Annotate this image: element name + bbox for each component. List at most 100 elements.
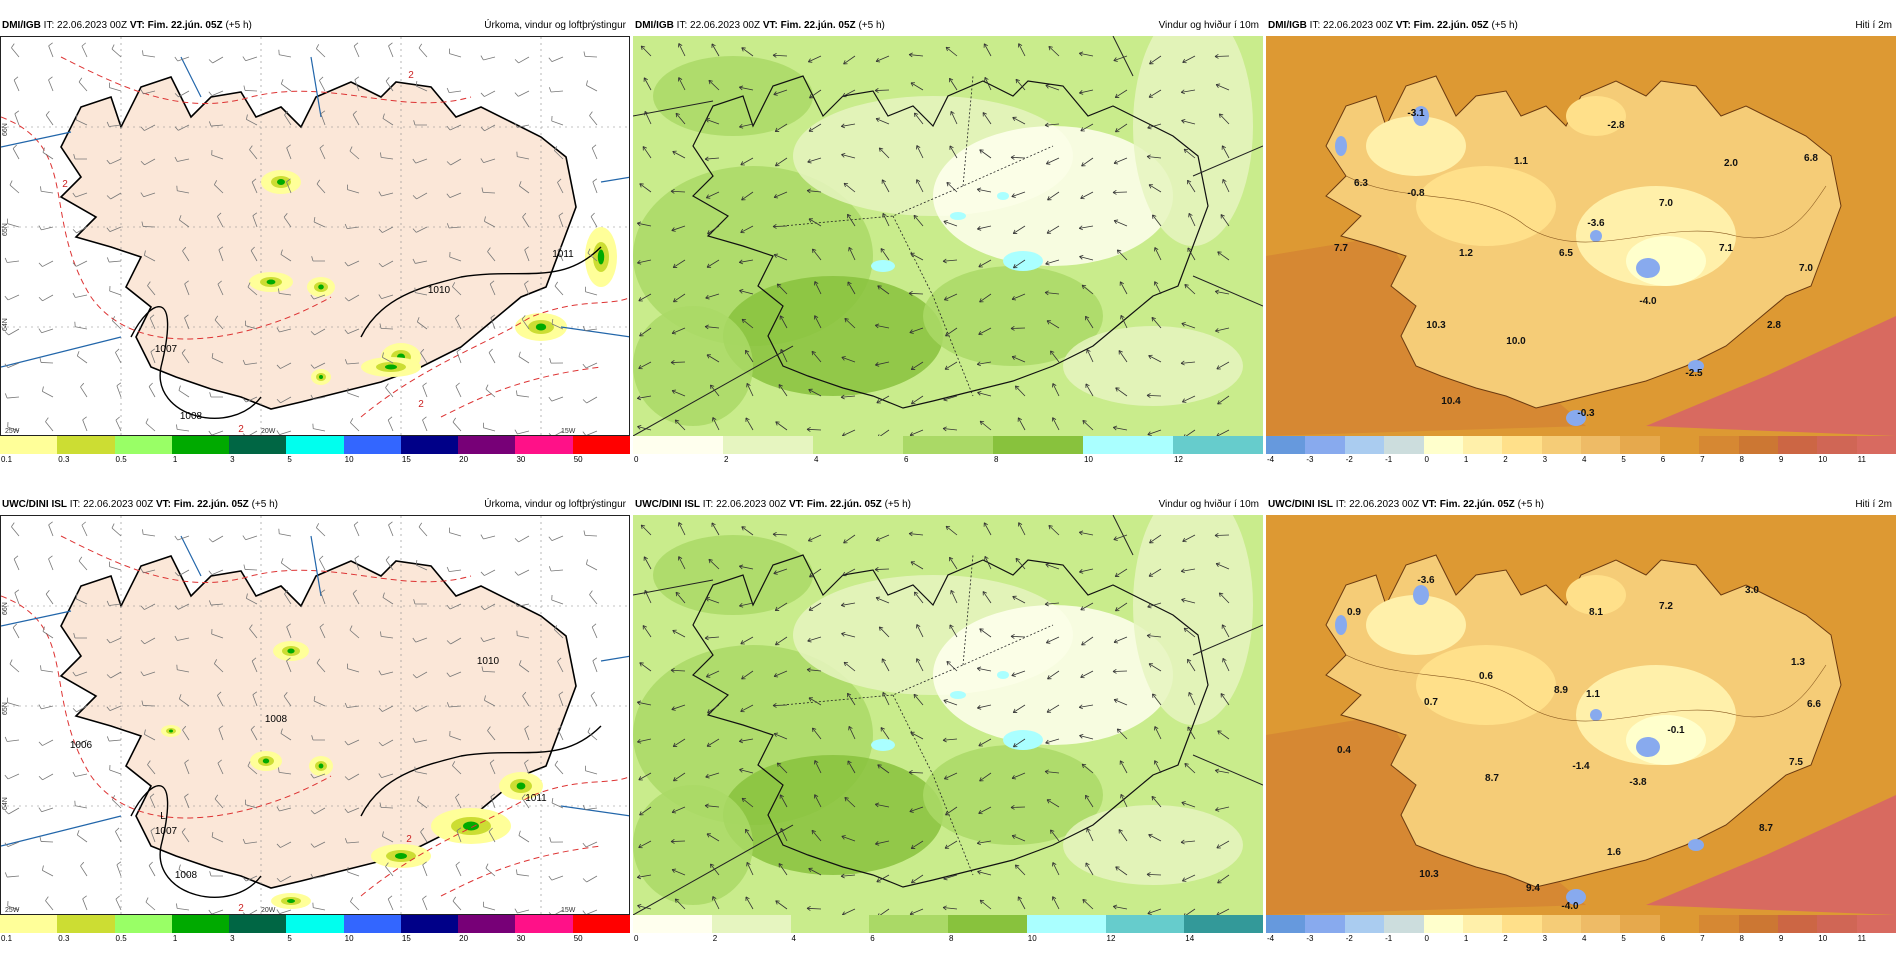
longitude-label: 15W: [561, 428, 576, 435]
color-scale-tick-label: 7: [1700, 934, 1704, 943]
color-scale-swatch: [115, 436, 172, 454]
panel-header: DMI/IGB IT: 22.06.2023 00Z VT: Fim. 22.j…: [1266, 16, 1896, 36]
color-scale-tick-label: 2: [1503, 934, 1507, 943]
color-scale-swatch: [1581, 915, 1620, 933]
model-source: UWC/DINI ISL: [2, 499, 67, 510]
color-scale-tick-label: -2: [1346, 934, 1353, 943]
color-scale-tick-label: 8: [949, 934, 953, 943]
latitude-label: 64N: [2, 797, 9, 810]
init-time: IT: 22.06.2023 00Z: [70, 499, 153, 510]
gust-area: [871, 260, 895, 272]
color-scale-tick-label: 1: [173, 455, 177, 464]
gust-area: [950, 212, 966, 220]
color-scale-swatch: [1424, 915, 1463, 933]
color-scale-swatch: [1542, 915, 1581, 933]
temperature-value-label: 6.5: [1559, 248, 1573, 259]
color-scale-swatch: [57, 915, 114, 933]
color-scale-tick-label: 10: [345, 934, 354, 943]
color-scale-tick-label: 6: [1661, 455, 1665, 464]
pressure-label: 2: [408, 70, 414, 81]
longitude-label: 25W: [5, 907, 20, 914]
temperature-value-label: 9.4: [1526, 883, 1540, 894]
lead-time: (+5 h): [1518, 499, 1544, 510]
color-scale-swatch: [633, 436, 723, 454]
color-scale-swatch: [515, 436, 572, 454]
precip-core: [463, 822, 479, 831]
pressure-label: 1010: [477, 656, 500, 667]
panel-header: UWC/DINI ISL IT: 22.06.2023 00Z VT: Fim.…: [633, 495, 1263, 515]
panel-title: Úrkoma, vindur og loftþrýstingur: [484, 495, 626, 515]
map-area: [633, 515, 1263, 915]
model-source: DMI/IGB: [635, 20, 674, 31]
cold-spot: [1335, 615, 1347, 635]
precip-core: [319, 375, 323, 379]
lead-time: (+5 h): [225, 20, 251, 31]
temperature-value-label: 0.9: [1347, 607, 1361, 618]
precip-core: [287, 899, 295, 903]
color-scale-tick-label: -3: [1306, 455, 1313, 464]
color-scale-tick-label: 8: [1740, 934, 1744, 943]
temperature-band: [1366, 595, 1466, 655]
temperature-value-label: 1.1: [1586, 689, 1600, 700]
longitude-label: 25W: [5, 428, 20, 435]
color-scale-bar: [1266, 915, 1896, 933]
temperature-value-label: 7.7: [1334, 243, 1348, 254]
pressure-label: 1008: [265, 714, 288, 725]
color-scale-tick-label: 0.5: [116, 934, 127, 943]
color-scale-tick-label: 5: [287, 455, 291, 464]
cold-spot: [1335, 136, 1347, 156]
temperature-value-label: -0.3: [1577, 408, 1595, 419]
color-scale-swatch: [1699, 436, 1738, 454]
panel-title: Úrkoma, vindur og loftþrýstingur: [484, 16, 626, 36]
color-scale-tick-label: -4: [1267, 934, 1274, 943]
color-scale-swatch: [1502, 436, 1541, 454]
color-scale-swatch: [1027, 915, 1106, 933]
init-time: IT: 22.06.2023 00Z: [1310, 20, 1393, 31]
temperature-value-label: 1.6: [1607, 847, 1621, 858]
gust-area: [871, 739, 895, 751]
temperature-value-label: 7.1: [1719, 243, 1733, 254]
color-scale-tick-label: 5: [1621, 455, 1625, 464]
color-scale-tick-label: 4: [1582, 455, 1586, 464]
color-scale-swatch: [1184, 915, 1263, 933]
color-scale-tick-label: 7: [1700, 455, 1704, 464]
temperature-value-label: 2.0: [1724, 158, 1738, 169]
precip-core: [395, 853, 407, 859]
color-scale-tick-label: 2: [713, 934, 717, 943]
valid-time: VT: Fim. 22.jún. 05Z: [130, 20, 223, 31]
pressure-label: 1011: [525, 793, 547, 804]
temperature-value-label: -3.1: [1407, 108, 1425, 119]
color-scale-swatch: [813, 436, 903, 454]
color-scale-swatch: [1660, 436, 1699, 454]
color-scale-tick-label: 1: [1464, 455, 1468, 464]
model-source: DMI/IGB: [1268, 20, 1307, 31]
color-scale-swatch: [869, 915, 948, 933]
temperature-value-label: -2.8: [1607, 120, 1625, 131]
temperature-band: [1366, 116, 1466, 176]
lead-time: (+5 h): [1491, 20, 1517, 31]
pressure-label: 1008: [175, 870, 198, 881]
color-scale-swatch: [286, 915, 343, 933]
wind-speed-area: [1063, 326, 1243, 406]
color-scale-tick-label: 3: [1543, 455, 1547, 464]
temperature-value-label: 0.4: [1337, 745, 1351, 756]
color-scale-swatch: [286, 436, 343, 454]
color-scale-swatch: [712, 915, 791, 933]
color-scale-swatch: [0, 915, 57, 933]
precip-core: [598, 250, 604, 265]
panel-title: Vindur og hviður í 10m: [1159, 16, 1259, 36]
pressure-label: 1011: [552, 249, 574, 260]
color-scale-swatch: [1581, 436, 1620, 454]
color-scale-tick-label: 10: [1028, 934, 1037, 943]
wind-barb: [143, 705, 155, 706]
precip-core: [267, 280, 276, 285]
color-scale-tick-label: 10: [1818, 934, 1827, 943]
color-scale-swatch: [1857, 915, 1896, 933]
cold-spot: [1636, 737, 1660, 757]
color-scale-tick-label: -1: [1385, 455, 1392, 464]
color-scale-tick-label: 10: [1084, 455, 1093, 464]
wind-map-svg: [633, 515, 1263, 915]
valid-time: VT: Fim. 22.jún. 05Z: [789, 499, 882, 510]
